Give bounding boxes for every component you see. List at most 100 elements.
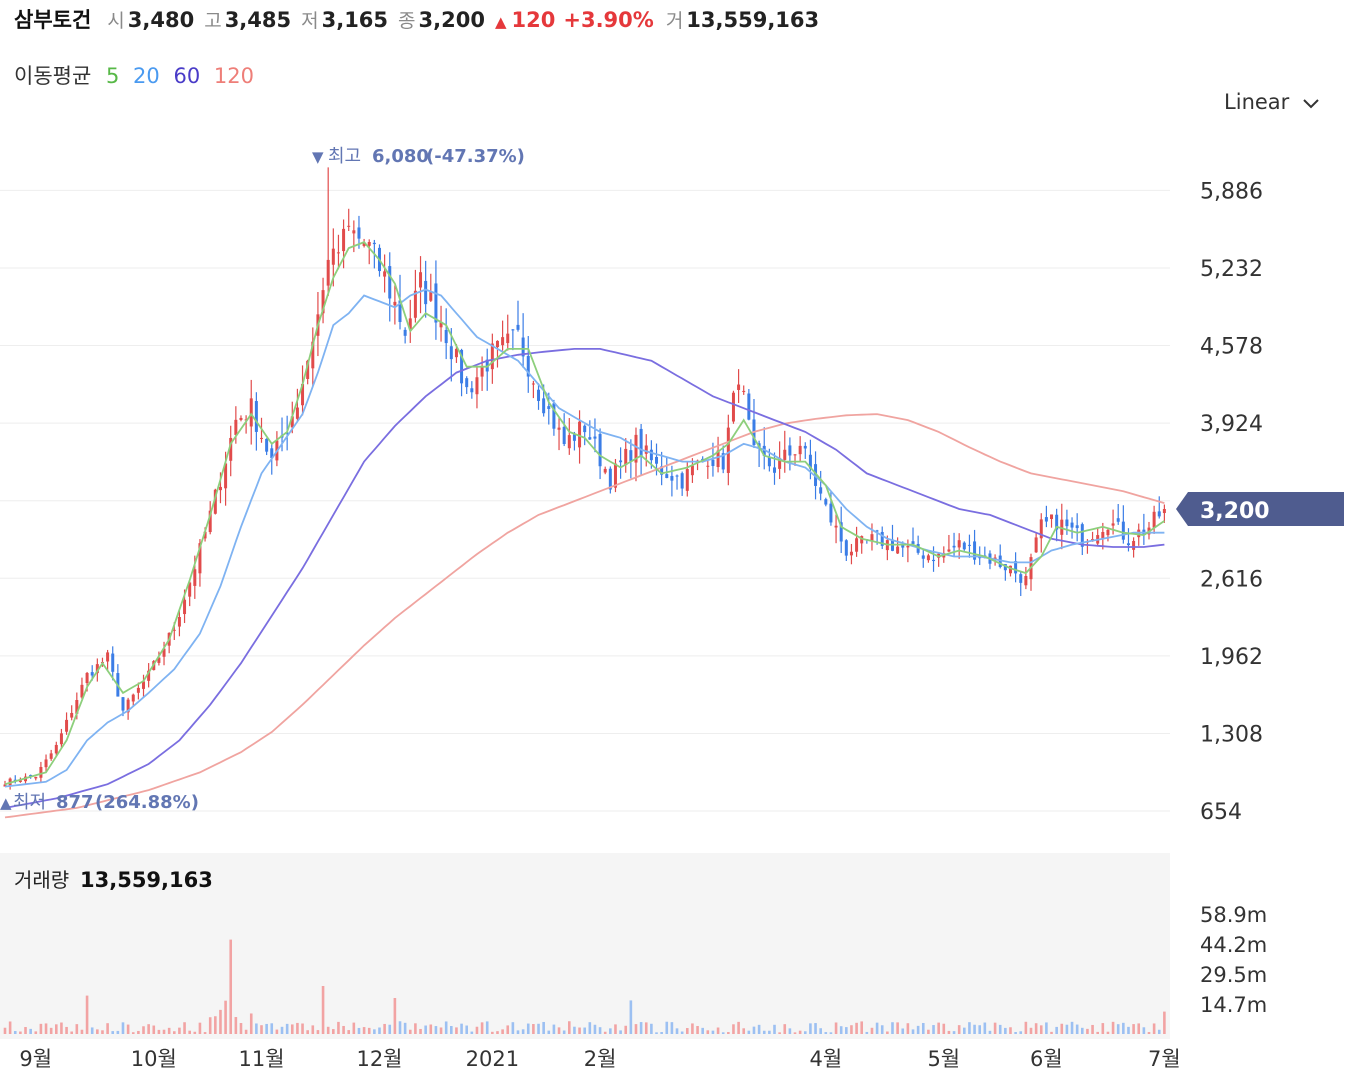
candle-body: [434, 283, 438, 323]
volume-bar: [244, 1029, 248, 1034]
volume-bar: [701, 1027, 704, 1034]
candle-body: [1019, 574, 1023, 583]
ma-legend-title: 이동평균: [14, 64, 92, 88]
candle-body: [921, 555, 925, 559]
candle-body: [44, 759, 48, 768]
volume-bar: [603, 1031, 607, 1034]
volume-bar: [275, 1029, 279, 1034]
candle-body: [131, 694, 135, 702]
volume-bar: [224, 1000, 227, 1034]
candle-body: [260, 437, 263, 439]
volume-bar: [480, 1022, 484, 1034]
time-axis: 9월 10월 11월 12월 2021 2월 4월 5월 6월 7월: [19, 1047, 1180, 1071]
candle-body: [121, 697, 125, 711]
volume-bar: [988, 1030, 992, 1034]
volume-bar: [3, 1027, 7, 1034]
volume-bar: [378, 1027, 381, 1034]
volume-bar: [152, 1025, 156, 1034]
candle-body: [460, 349, 464, 384]
candle-body: [629, 450, 633, 462]
volume-bar: [260, 1025, 263, 1034]
candle-body: [660, 466, 664, 475]
candle-body: [85, 672, 89, 684]
volume-bar: [957, 1025, 961, 1034]
candle-body: [198, 543, 202, 574]
candle-body: [367, 241, 371, 246]
volume-bar: [162, 1029, 166, 1034]
volume-bar: [593, 1024, 597, 1034]
current-price-label: 3,200: [1200, 499, 1270, 524]
candle-body: [249, 398, 253, 427]
low-marker-pct: (264.88%): [95, 792, 199, 813]
volume-bar: [465, 1025, 468, 1034]
candle-body: [1014, 561, 1018, 574]
volume-bar: [193, 1031, 197, 1034]
volume-bar: [373, 1029, 376, 1034]
candle-body: [1116, 518, 1120, 522]
volume-bar: [742, 1028, 746, 1034]
volume-bar: [855, 1022, 858, 1034]
low-value: 3,165: [321, 8, 389, 32]
volume-bar: [639, 1022, 643, 1034]
candle-body: [439, 321, 443, 328]
candle-body: [1132, 540, 1136, 550]
volume-bar: [691, 1023, 694, 1034]
volume-bar: [398, 1021, 402, 1034]
candle-body: [731, 392, 735, 422]
volume-bar: [342, 1025, 345, 1034]
volume-bar: [429, 1024, 433, 1034]
volume-bar: [747, 1030, 751, 1034]
candle-body: [957, 540, 961, 548]
volume-bar: [906, 1023, 910, 1034]
volume-bar: [552, 1024, 556, 1034]
ma-legend-5: 5: [105, 64, 120, 88]
volume-bar: [208, 1017, 212, 1034]
ma5-line: [4, 241, 1165, 786]
volume-value-header: 13,559,163: [686, 8, 820, 32]
volume-bar: [1029, 1027, 1033, 1034]
volume-bar: [927, 1029, 930, 1034]
ma60-line: [4, 348, 1165, 809]
volume-bars: [3, 939, 1166, 1034]
volume-bar: [270, 1023, 274, 1034]
candle-body: [588, 437, 592, 440]
candle-body: [311, 341, 315, 369]
candle-body: [142, 681, 146, 689]
candle-body: [183, 599, 187, 615]
volume-bar: [172, 1031, 176, 1034]
candle-body: [495, 340, 499, 348]
candle-body: [1121, 521, 1125, 540]
volume-bar: [814, 1023, 817, 1034]
price-tick-label: 1,962: [1200, 645, 1263, 670]
candle-body: [383, 271, 387, 277]
volume-bar: [665, 1021, 669, 1034]
candle-body: [470, 388, 474, 393]
scale-select[interactable]: Linear: [1224, 90, 1320, 114]
candle-body: [844, 540, 848, 556]
volume-bar: [711, 1030, 715, 1034]
candle-body: [413, 290, 417, 318]
open-label: 시: [107, 10, 125, 32]
time-tick-label: 6월: [1030, 1047, 1063, 1071]
volume-bar: [39, 1023, 43, 1034]
candle-body: [347, 225, 351, 227]
volume-bar: [347, 1030, 351, 1034]
candle-body: [1055, 514, 1059, 530]
low-marker-value: 877: [56, 792, 94, 813]
candle-body: [572, 434, 576, 441]
candle-body: [932, 559, 936, 562]
candle-body: [562, 426, 566, 445]
volume-bar: [1132, 1024, 1135, 1034]
volume-bar: [121, 1022, 125, 1034]
candle-body: [29, 774, 33, 777]
candle-body: [1003, 563, 1007, 571]
candle-body: [521, 337, 525, 357]
candle-body: [901, 545, 905, 548]
volume-bar: [788, 1028, 792, 1034]
candle-body: [403, 329, 407, 336]
moving-average-legend: 이동평균 5 20 60 120: [14, 60, 261, 90]
volume-bar: [203, 1032, 207, 1034]
volume-bar: [280, 1026, 284, 1034]
volume-bar: [809, 1023, 812, 1034]
candle-body: [34, 776, 38, 779]
